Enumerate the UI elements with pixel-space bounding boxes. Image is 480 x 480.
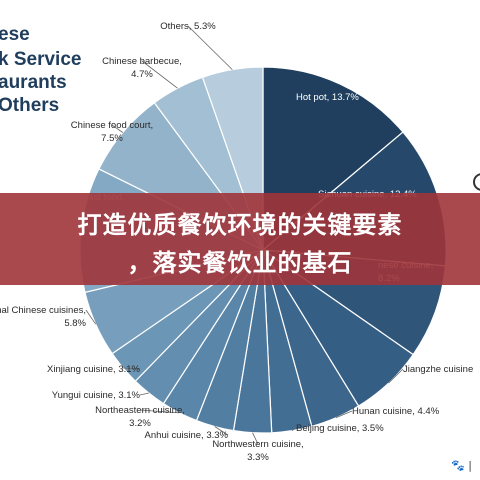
legend-line: k Service (0, 49, 81, 70)
leader-line (214, 426, 229, 436)
leader-line (252, 432, 259, 445)
slice-label: Northwestern cuisine, 3.3% (212, 439, 303, 463)
legend-line: aurants (0, 72, 67, 93)
leader-line (139, 409, 180, 414)
slice-label: Anhui cuisine, 3.3% (145, 430, 229, 441)
leader-line (141, 60, 178, 89)
leader-line (291, 427, 297, 432)
slice-label: Chinese food court, 7.5% (71, 120, 153, 144)
slice-label: er formal Chinese cuisines,5.8% (0, 305, 87, 329)
leader-lines (85, 25, 404, 445)
slice-label: Hunan cuisine, 4.4% (352, 406, 440, 417)
slice-label: Yungui cuisine, 3.1% (52, 390, 141, 401)
title-overlay-banner: 打造优质餐饮环境的关键要素 ，落实餐饮业的基石 (0, 193, 480, 285)
slice-label: Jiangzhe cuisine (403, 364, 473, 375)
leader-line (111, 124, 123, 133)
partial-circle-icon (473, 173, 480, 191)
leader-line (85, 309, 97, 325)
slice-label: Hot pot, 13.7% (296, 92, 359, 103)
watermark: 🐾 | (451, 459, 472, 472)
slice-label: Northeastern cuisine, 3.2% (95, 405, 185, 429)
leader-line (139, 392, 149, 396)
leader-line (187, 25, 233, 70)
leader-line (388, 368, 404, 384)
leader-line (123, 367, 141, 370)
overlay-title-line2: ，落实餐饮业的基石 (127, 249, 353, 277)
slice-label: Chinese barbecue, 4.7% (102, 56, 182, 80)
legend-block: ese k Service aurants Others (0, 24, 81, 116)
slice-label: Xinjiang cuisine, 3.1% (47, 364, 140, 375)
legend-line: Others (0, 95, 59, 116)
slice-label: Beijing cuisine, 3.5% (296, 423, 384, 434)
leader-line (335, 410, 353, 419)
legend-line: ese (0, 24, 30, 45)
overlay-title-line1: 打造优质餐饮环境的关键要素 (77, 211, 403, 239)
slice-label: Others, 5.3% (160, 21, 216, 32)
